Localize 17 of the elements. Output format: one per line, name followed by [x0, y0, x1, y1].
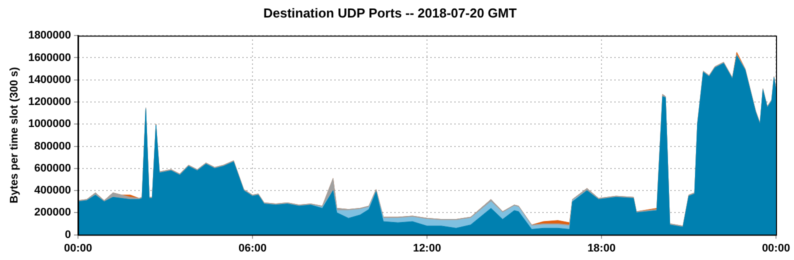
y-tick-label: 400000 [34, 184, 72, 197]
y-axis-title: Bytes per time slot (300 s) [8, 66, 21, 204]
x-tick-label: 00:00 [64, 242, 92, 254]
y-tick-label: 1400000 [28, 74, 72, 86]
y-tick-label: 1800000 [28, 30, 72, 42]
y-tick-label: 800000 [34, 140, 72, 152]
y-tick-label: 200000 [34, 206, 72, 219]
y-tick-label: 0 [64, 228, 72, 241]
y-tick-label: 1200000 [28, 96, 72, 108]
y-tick-label: 600000 [34, 162, 72, 174]
x-tick-label: 06:00 [238, 242, 267, 254]
chart-title: Destination UDP Ports -- 2018-07-20 GMT [263, 5, 517, 20]
y-tick-label: 1000000 [28, 118, 72, 130]
x-tick-label: 12:00 [412, 242, 442, 254]
x-tick-label: 00:00 [762, 242, 790, 254]
y-tick-label: 1600000 [28, 52, 72, 64]
x-tick-label: 18:00 [587, 242, 616, 254]
